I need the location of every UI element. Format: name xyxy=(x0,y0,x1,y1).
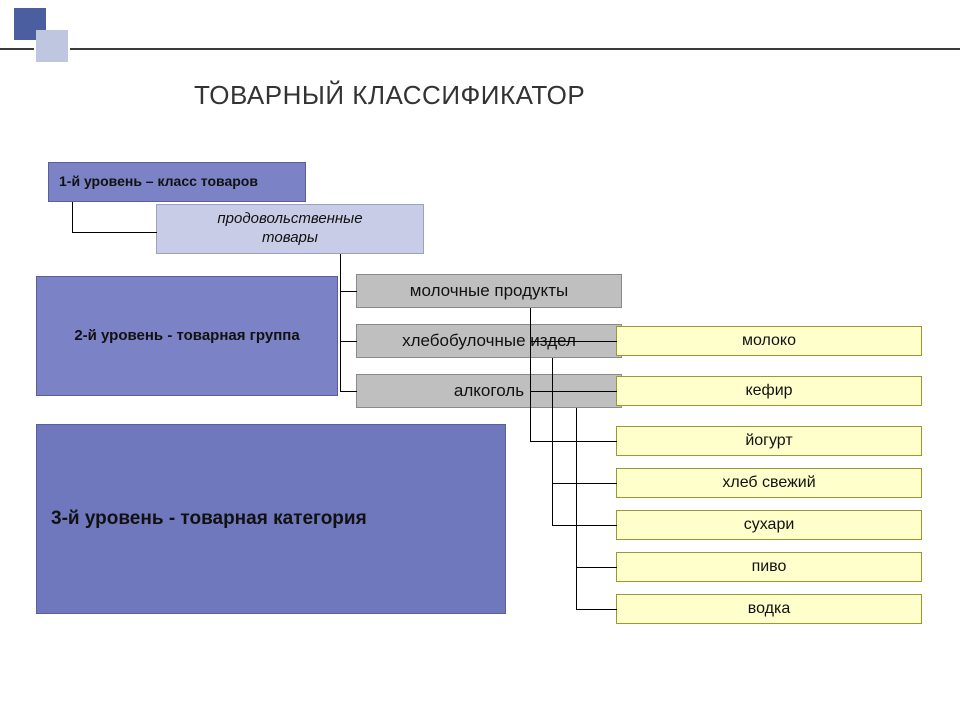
connector-segment xyxy=(72,232,157,233)
box-level3: 3-й уровень - товарная категория xyxy=(36,424,506,614)
connector-segment xyxy=(576,567,617,568)
header-rule-right xyxy=(70,48,960,50)
connector-segment xyxy=(340,291,357,292)
box-yogurt: йогурт xyxy=(616,426,922,456)
box-beer: пиво xyxy=(616,552,922,582)
connector-segment xyxy=(340,291,341,342)
connector-segment xyxy=(340,254,341,292)
header-square-light xyxy=(36,30,68,62)
connector-segment xyxy=(530,308,531,342)
box-prod_goods: продовольственные товары xyxy=(156,204,424,254)
connector-segment xyxy=(530,341,531,392)
diagram-stage: ТОВАРНЫЙ КЛАССИФИКАТОР 1-й уровень – кла… xyxy=(0,0,960,720)
connector-segment xyxy=(552,525,617,526)
connector-segment xyxy=(530,391,531,442)
connector-segment xyxy=(552,483,553,526)
box-bread: хлеб свежий xyxy=(616,468,922,498)
connector-segment xyxy=(340,341,357,342)
page-title: ТОВАРНЫЙ КЛАССИФИКАТОР xyxy=(194,80,585,111)
connector-segment xyxy=(530,391,617,392)
box-vodka: водка xyxy=(616,594,922,624)
box-suhari: сухари xyxy=(616,510,922,540)
connector-segment xyxy=(530,441,617,442)
connector-segment xyxy=(552,358,553,484)
connector-segment xyxy=(552,483,617,484)
box-kefir: кефир xyxy=(616,376,922,406)
connector-segment xyxy=(72,202,73,233)
connector-segment xyxy=(576,408,577,568)
box-level2: 2-й уровень - товарная группа xyxy=(36,276,338,396)
header-rule-left xyxy=(0,48,34,50)
connector-segment xyxy=(576,567,577,610)
connector-segment xyxy=(530,341,617,342)
box-dairy: молочные продукты xyxy=(356,274,622,308)
connector-segment xyxy=(576,609,617,610)
connector-segment xyxy=(340,391,357,392)
box-level1: 1-й уровень – класс товаров xyxy=(48,162,306,202)
box-milk: молоко xyxy=(616,326,922,356)
connector-segment xyxy=(340,341,341,392)
